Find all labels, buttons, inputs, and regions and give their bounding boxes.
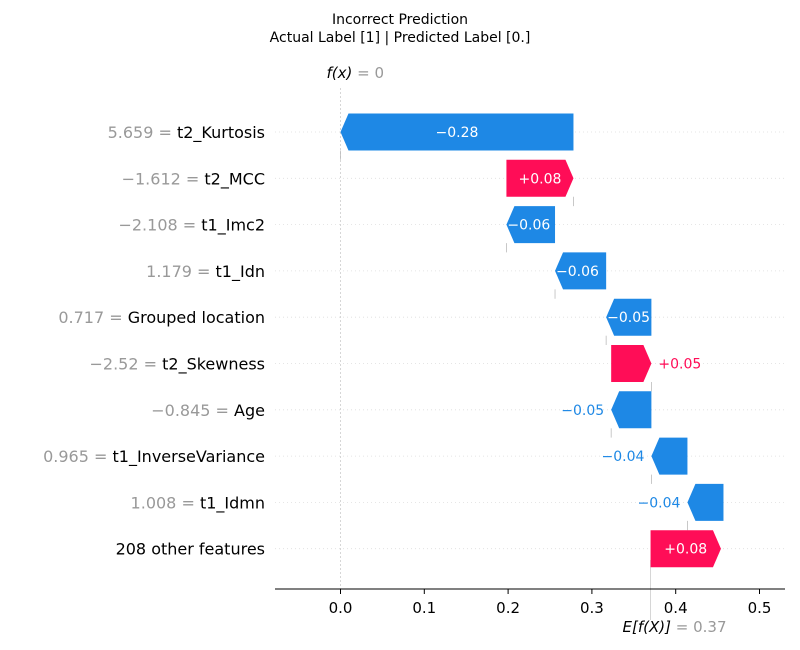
chart-title-line2: Actual Label [1] | Predicted Label [0.] [270,30,531,46]
bar-value-label: +0.08 [518,171,561,187]
feature-label: −1.612 = t2_MCC [122,169,265,189]
chart-title-line1: Incorrect Prediction [332,12,468,28]
feature-value: 1.008 = [131,493,200,512]
x-tick-label: 0.4 [664,599,688,617]
bar-value-label: −0.06 [507,218,550,234]
waterfall-bar-t2_mcc [506,159,574,197]
x-tick-label: 0.5 [748,599,772,617]
feature-value: −1.612 = [122,169,205,188]
feature-name: t2_MCC [204,169,265,189]
waterfall-bar-208-other-features [650,530,721,568]
x-tick-label: 0.1 [412,599,436,617]
bar-value-label: +0.08 [664,542,707,558]
bar-value-label: −0.05 [607,310,650,326]
waterfall-bar-t1_idmn [687,483,724,521]
x-tick-label: 0.0 [329,599,353,617]
feature-label: 5.659 = t2_Kurtosis [108,123,265,143]
feature-label: 0.965 = t1_InverseVariance [43,447,265,467]
feature-value: −2.52 = [90,355,163,374]
bar-value-label: −0.28 [436,125,479,141]
bar-value-label: −0.06 [556,264,599,280]
feature-name: 208 other features [116,540,265,559]
feature-name: Age [234,401,265,420]
feature-name: t1_InverseVariance [113,447,266,467]
waterfall-bar-t2_skewness [611,345,652,382]
feature-label: −2.108 = t1_Imc2 [118,216,265,236]
waterfall-bar-t1_idn [555,252,607,290]
waterfall-bar-t1_inversevariance [651,437,688,475]
x-tick-label: 0.3 [580,599,604,617]
feature-value: 5.659 = [108,123,177,142]
feature-label: −0.845 = Age [151,401,265,420]
feature-value: 1.179 = [146,262,215,281]
bar-value-label: +0.05 [658,357,701,373]
feature-name: t1_Idn [216,262,265,282]
fx-label: f(x) = 0 [327,64,385,82]
bar-value-label: −0.04 [638,495,681,511]
efx-label: E[f(X)] = 0.37 [623,618,727,636]
feature-label: −2.52 = t2_Skewness [90,355,266,375]
waterfall-bar-grouped-location [606,298,652,336]
feature-name: t2_Kurtosis [177,123,265,143]
feature-value: −0.845 = [151,401,234,420]
feature-name: t1_Idmn [200,493,265,513]
waterfall-bar-t2_kurtosis [340,113,574,151]
waterfall-bar-t1_imc2 [506,206,556,244]
feature-label: 208 other features [116,540,265,559]
bar-value-label: −0.05 [561,403,604,419]
feature-value: 0.717 = [58,308,127,327]
feature-value: 0.965 = [43,447,112,466]
feature-value: −2.108 = [118,216,201,235]
feature-label: 1.008 = t1_Idmn [131,493,265,513]
feature-label: 1.179 = t1_Idn [146,262,265,282]
feature-name: Grouped location [128,308,265,327]
feature-label: 0.717 = Grouped location [58,308,265,327]
feature-name: t1_Imc2 [201,216,265,236]
feature-name: t2_Skewness [162,355,265,375]
x-tick-label: 0.2 [496,599,520,617]
waterfall-bar-age [611,391,652,429]
bar-value-label: −0.04 [601,449,644,465]
